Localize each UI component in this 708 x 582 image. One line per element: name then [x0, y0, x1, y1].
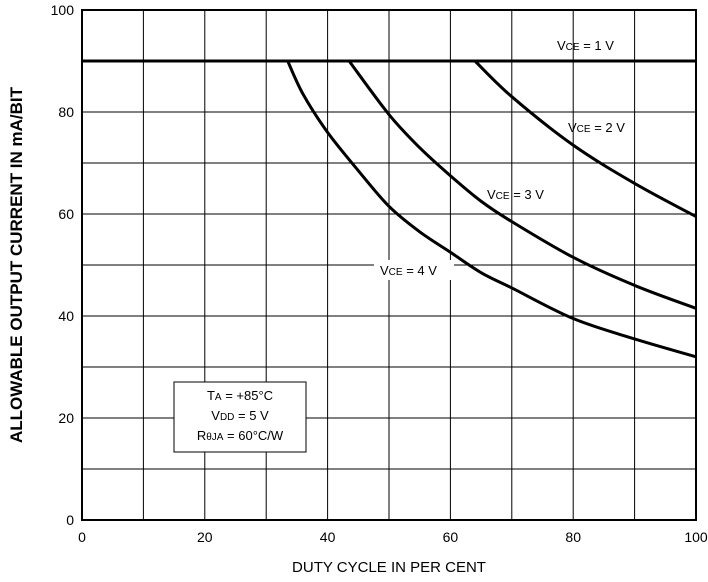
y-tick-label: 80 — [58, 104, 74, 120]
curve-label-vce-1v: VCE = 1 V — [557, 38, 614, 53]
condition-line: RθJA = 60°C/W — [197, 428, 284, 443]
x-tick-label: 40 — [320, 529, 336, 545]
plot-frame — [81, 9, 697, 521]
y-tick-label: 20 — [58, 410, 74, 426]
y-axis-title: ALLOWABLE OUTPUT CURRENT IN mA/BIT — [7, 86, 26, 443]
x-tick-label: 80 — [565, 529, 581, 545]
x-tick-labels: 0 20 40 60 80 100 — [78, 529, 708, 545]
y-tick-label: 40 — [58, 308, 74, 324]
curve-label-vce-2v: VCE = 2 V — [568, 120, 625, 135]
x-tick-label: 60 — [443, 529, 459, 545]
curve-label-background — [374, 260, 454, 280]
y-tick-labels: 0 20 40 60 80 100 — [51, 2, 75, 528]
curve-vce-4v — [286, 60, 697, 359]
curve-label-vce-3v: VCE = 3 V — [487, 187, 544, 202]
y-tick-label: 0 — [66, 512, 74, 528]
conditions-box-frame — [173, 381, 307, 453]
conditions-lines: TA = +85°C VDD = 5 V RθJA = 60°C/W — [197, 388, 284, 443]
y-tick-label: 60 — [58, 206, 74, 222]
condition-line: VDD = 5 V — [211, 408, 269, 423]
curve-vce-3v — [347, 60, 697, 310]
conditions-box: TA = +85°C VDD = 5 V RθJA = 60°C/W — [173, 381, 307, 453]
x-tick-label: 20 — [197, 529, 213, 545]
curves — [82, 59, 697, 359]
x-axis-title: DUTY CYCLE IN PER CENT — [292, 559, 486, 576]
x-tick-label: 0 — [78, 529, 86, 545]
x-tick-label: 100 — [684, 529, 708, 545]
condition-line: TA = +85°C — [207, 388, 273, 403]
curve-labels: VCE = 1 V VCE = 2 V VCE = 3 V VCE = 4 V — [374, 38, 625, 280]
curve-vce-2v — [473, 59, 697, 218]
y-tick-label: 100 — [51, 2, 75, 18]
curve-label-vce-4v: VCE = 4 V — [380, 263, 437, 278]
